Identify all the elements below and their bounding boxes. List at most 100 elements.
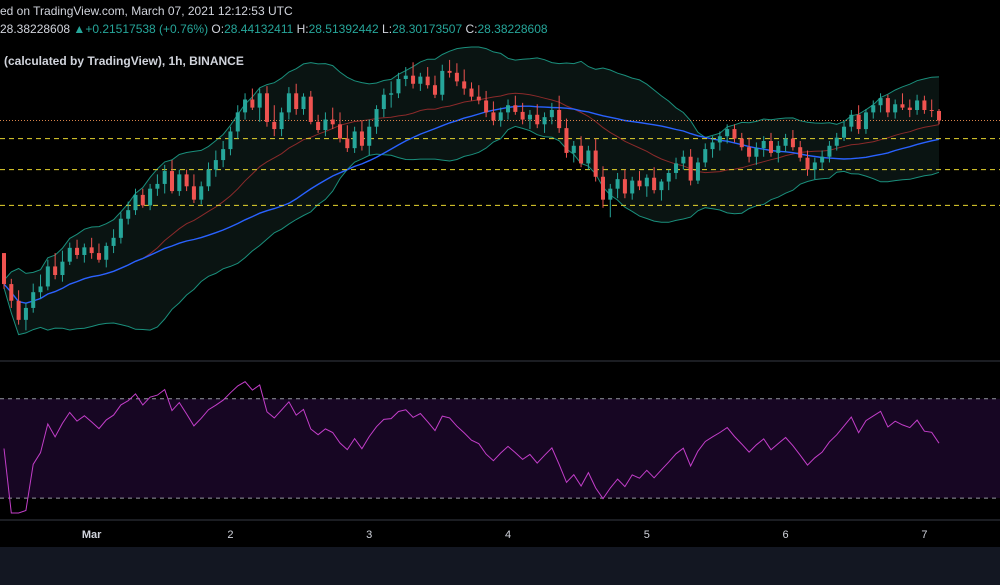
footer-bar: [0, 547, 1000, 585]
candle-body: [162, 171, 167, 184]
candle-body: [506, 105, 511, 113]
candle-body: [652, 177, 657, 191]
candle-body: [900, 104, 905, 108]
bollinger-lower-line: [3, 125, 940, 336]
candle-body: [849, 114, 854, 127]
close-value: 28.38228608: [477, 22, 548, 36]
candle-body: [396, 79, 401, 94]
candle-body: [812, 162, 817, 170]
candle-body: [863, 112, 868, 130]
candle-body: [381, 94, 386, 110]
high-value: 28.51392442: [308, 22, 379, 36]
candle-body: [732, 129, 737, 139]
published-info: ed on TradingView.com, March 07, 2021 12…: [0, 4, 293, 18]
candle-body: [425, 76, 430, 86]
candle-body: [31, 292, 36, 308]
candle-body: [177, 174, 182, 192]
candle-body: [710, 142, 715, 150]
indicator-title: (calculated by TradingView), 1h, BINANCE: [4, 54, 244, 68]
candle-body: [199, 186, 204, 200]
candle-body: [403, 75, 408, 79]
candle-body: [279, 112, 284, 130]
slow-moving-average-line: [3, 105, 940, 304]
candle-body: [286, 93, 291, 113]
candle-body: [169, 171, 175, 192]
candle-body: [126, 210, 131, 219]
low-label: L:: [382, 22, 393, 36]
candle-body: [484, 100, 489, 113]
candle-body: [805, 157, 810, 170]
candle-body: [586, 150, 591, 164]
candle-body: [593, 150, 598, 177]
candle-body: [922, 100, 927, 110]
candle-body: [834, 137, 839, 146]
candle-body: [257, 93, 262, 108]
candle-body: [893, 104, 898, 113]
candle-body: [491, 112, 496, 121]
candle-body: [301, 96, 306, 110]
low-value: 28.30173507: [392, 22, 463, 36]
x-tick-label: 2: [227, 529, 233, 541]
candle-body: [155, 183, 160, 189]
last-price: 28.38228608: [0, 22, 71, 36]
candle-body: [622, 179, 627, 194]
candle-body: [184, 174, 189, 187]
candle-body: [23, 307, 28, 320]
candle-body: [330, 119, 335, 125]
candle-body: [739, 138, 744, 148]
candle-body: [878, 98, 883, 106]
candle-body: [89, 247, 94, 254]
candle-body: [513, 105, 518, 112]
price-chart[interactable]: Mar 2 3 4 5 6 7: [0, 0, 1000, 547]
high-label: H:: [296, 22, 309, 36]
candle-body: [213, 160, 218, 170]
candle-body: [644, 177, 649, 187]
rsi-line: [3, 381, 940, 514]
candle-body: [600, 176, 605, 200]
bollinger-upper-line: [3, 46, 940, 281]
candle-body: [659, 181, 664, 191]
close-label: C:: [465, 22, 478, 36]
candle-body: [53, 266, 58, 276]
candle-body: [345, 138, 350, 149]
candle-body: [754, 148, 759, 157]
candle-body: [681, 156, 686, 164]
candle-body: [827, 145, 832, 157]
candle-body: [579, 145, 584, 164]
candle-body: [38, 286, 43, 293]
candle-body: [820, 156, 825, 163]
candle-body: [148, 188, 153, 206]
candle-body: [308, 96, 313, 122]
candle-body: [535, 114, 540, 125]
candle-body: [316, 121, 321, 131]
candle-body: [359, 131, 364, 146]
candle-body: [674, 163, 679, 173]
candle-body: [717, 136, 722, 143]
candle-body: [615, 179, 620, 189]
candle-body: [666, 172, 671, 182]
candle-body: [250, 99, 255, 108]
candle-body: [338, 124, 343, 139]
candle-body: [630, 180, 635, 194]
x-tick-label: 5: [644, 529, 650, 541]
candle-body: [323, 119, 328, 131]
x-tick-label: 6: [783, 529, 789, 541]
candle-body: [571, 145, 576, 153]
candle-body: [564, 128, 569, 153]
candle-body: [520, 111, 525, 120]
candle-body: [842, 126, 847, 138]
candle-body: [542, 117, 547, 125]
candle-body: [118, 218, 123, 238]
candle-body: [871, 105, 876, 113]
candle-body: [761, 141, 766, 149]
candle-body: [206, 169, 211, 187]
candle-body: [637, 180, 642, 187]
candle-body: [191, 186, 196, 200]
x-tick-label: 3: [366, 529, 372, 541]
x-tick-label: Mar: [82, 529, 102, 541]
candle-body: [418, 76, 423, 84]
candle-body: [67, 247, 72, 262]
candle-body: [695, 162, 700, 181]
candle-body: [272, 121, 277, 130]
candle-body: [498, 112, 503, 121]
